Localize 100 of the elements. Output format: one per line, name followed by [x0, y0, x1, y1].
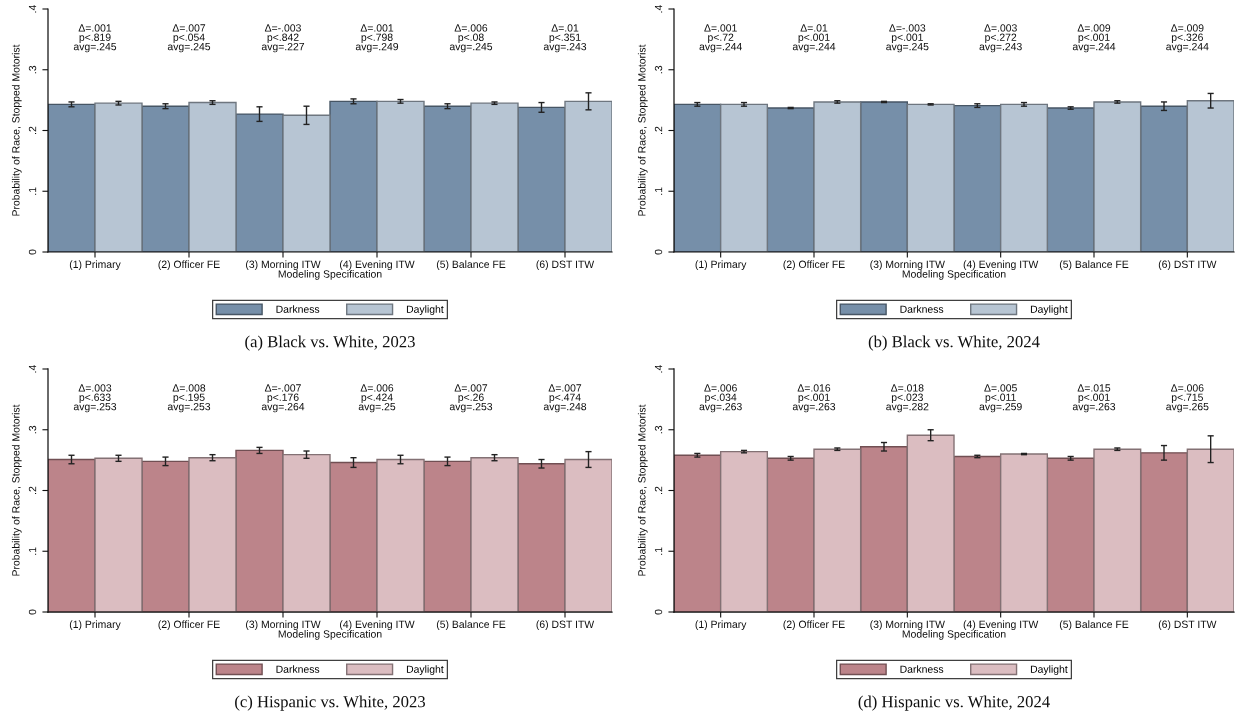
legend-label: Daylight	[406, 305, 444, 315]
annotation: Δ=.01 p<.351 avg=.243	[543, 24, 587, 53]
annotation: Δ=.007 p<.054 avg=.245	[167, 24, 211, 53]
x-tick-label: (2) Officer FE	[158, 620, 220, 631]
annotation: Δ=.003 p<.633 avg=.253	[73, 384, 117, 413]
bar	[517, 106, 566, 252]
bar	[470, 102, 519, 252]
annotation: Δ=.006 p<.715 avg=.265	[1166, 384, 1209, 413]
legend-label: Darkness	[276, 665, 320, 673]
y-axis-title: Probability of Race, Stopped Motorist	[11, 44, 22, 216]
annotation: Δ=.018 p<.023 avg=.282	[886, 384, 929, 413]
text: (c) Hispanic vs. White, 2023	[235, 695, 426, 711]
y-tick-label: .3	[654, 65, 663, 74]
bar	[859, 446, 909, 612]
bar	[1046, 457, 1095, 612]
y-tick-label: 0	[654, 609, 663, 615]
legend-label: Darkness	[900, 665, 944, 673]
legend-label: Darkness	[900, 305, 944, 313]
y-tick-label: .2	[654, 486, 663, 494]
bar	[329, 100, 378, 252]
text: (a) Black vs. White, 2023	[245, 335, 415, 351]
bar	[48, 103, 96, 252]
bar	[999, 453, 1049, 612]
annotation: Δ=.016 p<.001 avg=.263	[792, 384, 836, 413]
x-axis-title: Modeling Specification	[902, 270, 1006, 280]
bar	[1093, 448, 1142, 612]
bar	[719, 450, 769, 612]
annotation: Δ=.003 p<.272 avg=.243	[979, 24, 1022, 53]
x-axis-title: Modeling Specification	[278, 630, 382, 640]
y-axis-title: Probability of Race, Stopped Motorist	[637, 44, 648, 216]
x-tick-label: (4) Evening ITW	[340, 260, 415, 271]
y-tick-label: .4	[654, 364, 663, 373]
x-tick-label: (4) Evening ITW	[963, 620, 1039, 631]
x-tick-label: (6) DST ITW	[536, 260, 595, 271]
y-tick-label: .3	[28, 65, 37, 74]
y-tick-label: 0	[28, 609, 37, 615]
annotation: Δ=.001 p<.72 avg=.244	[699, 24, 742, 53]
x-tick-label: (3) Morning ITW	[870, 260, 945, 271]
y-tick-label: .2	[28, 126, 37, 134]
bar	[674, 454, 722, 612]
annotation: Δ=.009 p<.326 avg=.244	[1166, 24, 1209, 53]
x-tick-label: (1) Primary	[695, 260, 747, 271]
legend-label: Daylight	[1030, 665, 1068, 675]
x-tick-label: (3) Morning ITW	[246, 260, 321, 271]
y-axis-title: Probability of Race, Stopped Motorist	[11, 404, 22, 576]
bar	[376, 100, 425, 252]
x-tick-label: (5) Balance FE	[1059, 260, 1129, 271]
bar	[94, 102, 143, 252]
bar	[1186, 448, 1234, 612]
x-tick-label: (3) Morning ITW	[246, 620, 321, 631]
x-tick-label: (2) Officer FE	[783, 260, 845, 271]
x-tick-label: (6) DST ITW	[1158, 620, 1217, 631]
legend-label: Daylight	[1030, 305, 1068, 315]
x-tick-label: (5) Balance FE	[436, 620, 506, 631]
annotation: Δ=.006 p<.424 avg=.25	[358, 384, 396, 413]
bar	[235, 113, 284, 252]
legend-label: Daylight	[406, 665, 444, 675]
annotation: Δ=-.003 p<.001 avg=.245	[886, 24, 929, 53]
annotation: Δ=.007 p<.474 avg=.248	[543, 384, 587, 413]
y-tick-label: .1	[28, 547, 37, 555]
annotation: Δ=.008 p<.195 avg=.253	[167, 384, 211, 413]
text: (b) Black vs. White, 2024	[868, 335, 1040, 351]
bar	[766, 457, 815, 612]
legend-label: Darkness	[276, 305, 320, 313]
y-tick-label: .2	[28, 486, 37, 494]
annotation: Δ=-.003 p<.842 avg=.227	[261, 24, 305, 53]
bar	[564, 100, 612, 252]
annotation: Δ=.006 p<.034 avg=.263	[699, 384, 742, 413]
annotation: Δ=.006 p<.08 avg=.245	[449, 24, 493, 53]
annotation: Δ=.007 p<.26 avg=.253	[449, 384, 493, 413]
y-tick-label: .4	[654, 4, 663, 13]
y-tick-label: .3	[654, 425, 663, 434]
y-tick-label: .1	[654, 547, 663, 555]
annotation: Δ=.009 p<.001 avg=.244	[1072, 24, 1116, 53]
x-tick-label: (5) Balance FE	[1059, 620, 1129, 631]
x-tick-label: (2) Officer FE	[783, 620, 845, 631]
y-tick-label: .3	[28, 425, 37, 434]
bar	[423, 105, 472, 252]
x-tick-label: (6) DST ITW	[536, 620, 595, 631]
annotation: Δ=-.007 p<.176 avg=.264	[261, 384, 305, 413]
annotation: Δ=.001 p<.819 avg=.245	[73, 24, 117, 53]
y-tick-label: 0	[654, 249, 663, 255]
bar	[188, 101, 237, 252]
bar	[282, 114, 331, 252]
text: (d) Hispanic vs. White, 2024	[858, 695, 1050, 711]
x-tick-label: (4) Evening ITW	[963, 260, 1039, 271]
y-tick-label: .1	[654, 187, 663, 195]
y-tick-label: .4	[28, 364, 37, 373]
x-tick-label: (2) Officer FE	[158, 260, 220, 271]
x-tick-label: (4) Evening ITW	[340, 620, 415, 631]
bar	[1139, 452, 1189, 612]
x-tick-label: (3) Morning ITW	[870, 620, 945, 631]
x-tick-label: (1) Primary	[69, 260, 121, 271]
bar	[906, 434, 955, 612]
bar	[953, 455, 1002, 612]
bar	[813, 448, 862, 612]
annotation: Δ=.001 p<.798 avg=.249	[355, 24, 399, 53]
y-tick-label: 0	[28, 249, 37, 255]
y-axis-title: Probability of Race, Stopped Motorist	[637, 404, 648, 576]
x-tick-label: (1) Primary	[695, 620, 747, 631]
